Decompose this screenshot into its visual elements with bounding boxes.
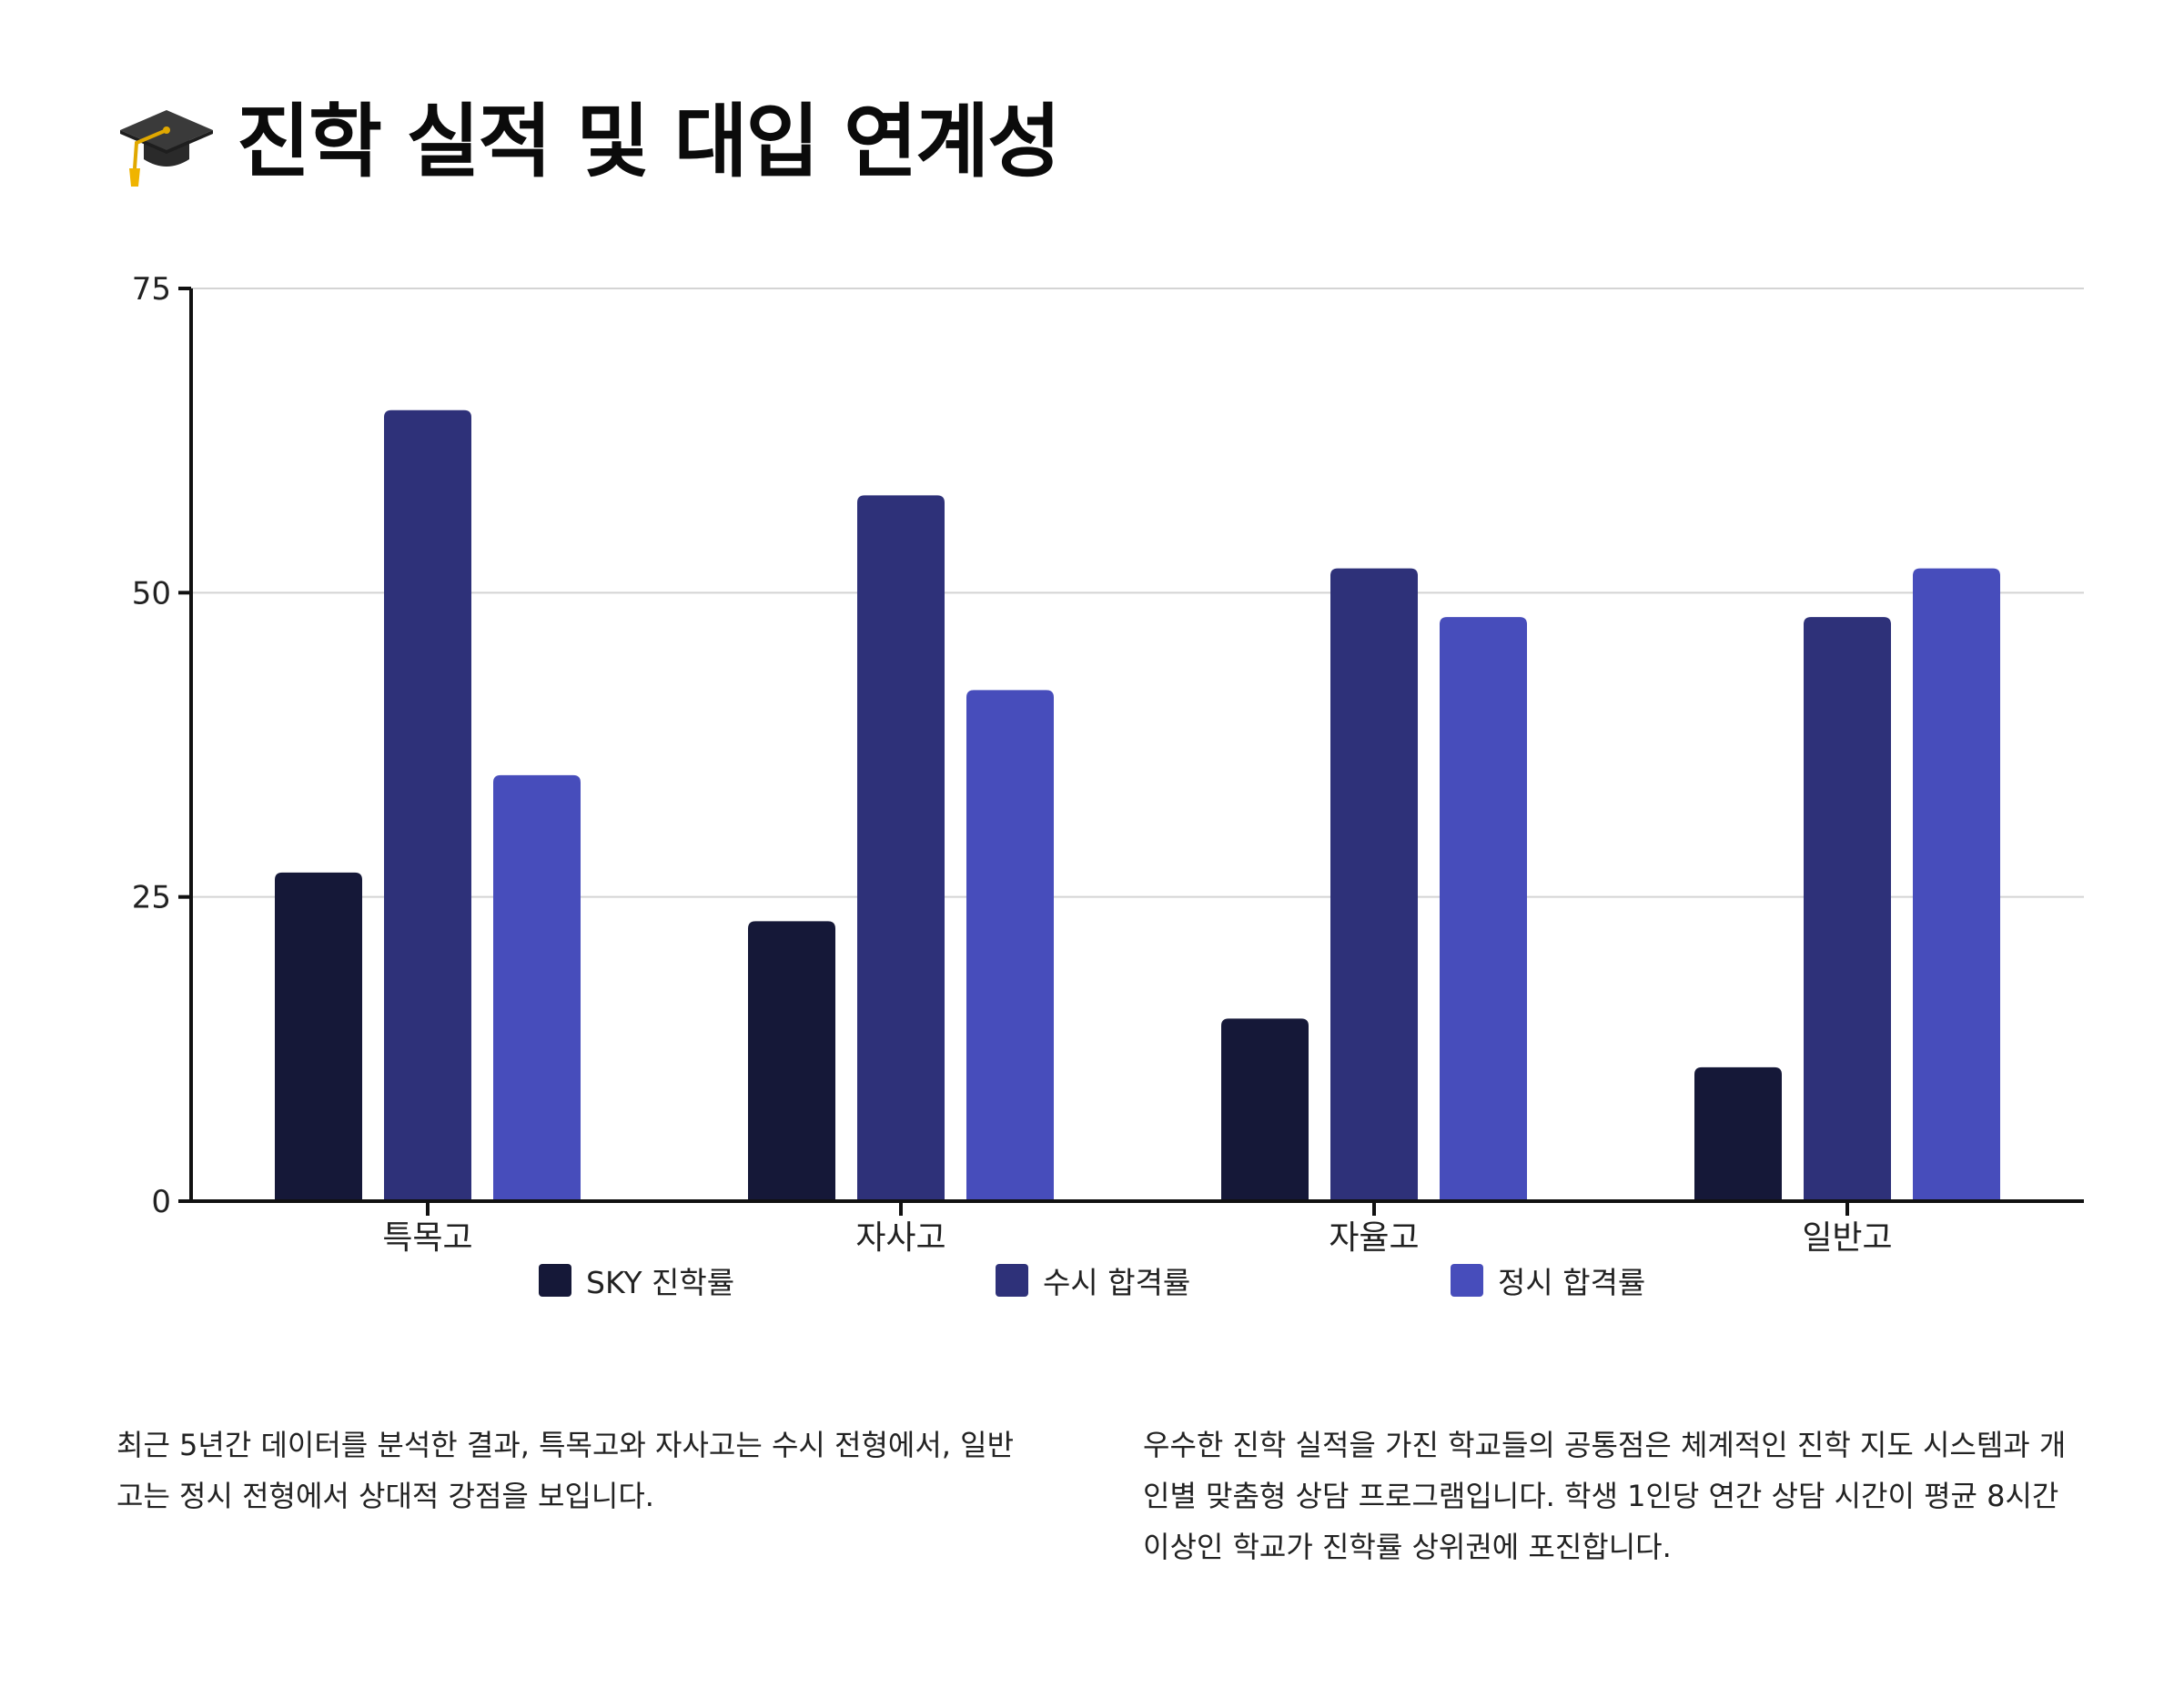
bar bbox=[1330, 568, 1418, 1201]
bar bbox=[384, 409, 471, 1201]
page-title: 진학 실적 및 대입 연계성 bbox=[237, 95, 1061, 188]
legend-swatch bbox=[996, 1264, 1028, 1297]
legend-item: SKY 진학률 bbox=[539, 1258, 734, 1303]
bar bbox=[493, 774, 581, 1201]
x-tick-label: 특목고 bbox=[382, 1219, 472, 1257]
axes bbox=[178, 287, 2084, 1216]
legend-label: 정시 합격률 bbox=[1498, 1265, 1646, 1300]
grid-lines bbox=[191, 288, 2084, 898]
chart-legend: SKY 진학률 수시 합격률 정시 합격률 bbox=[0, 1258, 2184, 1303]
legend-item: 정시 합격률 bbox=[1451, 1258, 1645, 1303]
bar bbox=[857, 495, 945, 1201]
bars bbox=[275, 409, 2000, 1201]
x-tick-label: 자율고 bbox=[1329, 1219, 1419, 1257]
bar bbox=[275, 872, 362, 1201]
bar bbox=[1913, 568, 2000, 1201]
legend-swatch bbox=[539, 1264, 571, 1297]
bar bbox=[748, 921, 835, 1201]
legend-item: 수시 합격률 bbox=[996, 1258, 1190, 1303]
axis-labels: 0 25 50 75 특목고 자사고 자율고 일반고 bbox=[132, 271, 1893, 1257]
bar bbox=[1221, 1018, 1309, 1201]
x-tick-label: 자사고 bbox=[855, 1219, 945, 1257]
y-tick-label: 75 bbox=[132, 271, 171, 308]
y-tick-label: 50 bbox=[132, 575, 171, 611]
title-row: 진학 실적 및 대입 연계성 bbox=[116, 87, 1061, 197]
bar bbox=[1694, 1066, 1782, 1201]
graduation-cap-icon bbox=[120, 110, 213, 187]
y-tick-label: 0 bbox=[151, 1184, 171, 1220]
bar-chart: 0 25 50 75 특목고 자사고 자율고 일반고 bbox=[132, 271, 2084, 1257]
x-tick-label: 일반고 bbox=[1802, 1219, 1892, 1257]
legend-label: SKY 진학률 bbox=[586, 1265, 735, 1300]
note-left: 최근 5년간 데이터를 분석한 결과, 특목고와 자사고는 수시 전형에서, 일… bbox=[116, 1428, 1015, 1513]
y-tick-label: 25 bbox=[132, 880, 171, 916]
legend-label: 수시 합격률 bbox=[1043, 1265, 1191, 1300]
bar bbox=[966, 690, 1054, 1201]
bar bbox=[1440, 617, 1527, 1201]
legend-swatch bbox=[1451, 1264, 1483, 1297]
note-right: 우수한 진학 실적을 가진 학교들의 공통점은 체계적인 진학 지도 시스템과 … bbox=[1143, 1428, 2067, 1564]
bar bbox=[1804, 617, 1891, 1201]
